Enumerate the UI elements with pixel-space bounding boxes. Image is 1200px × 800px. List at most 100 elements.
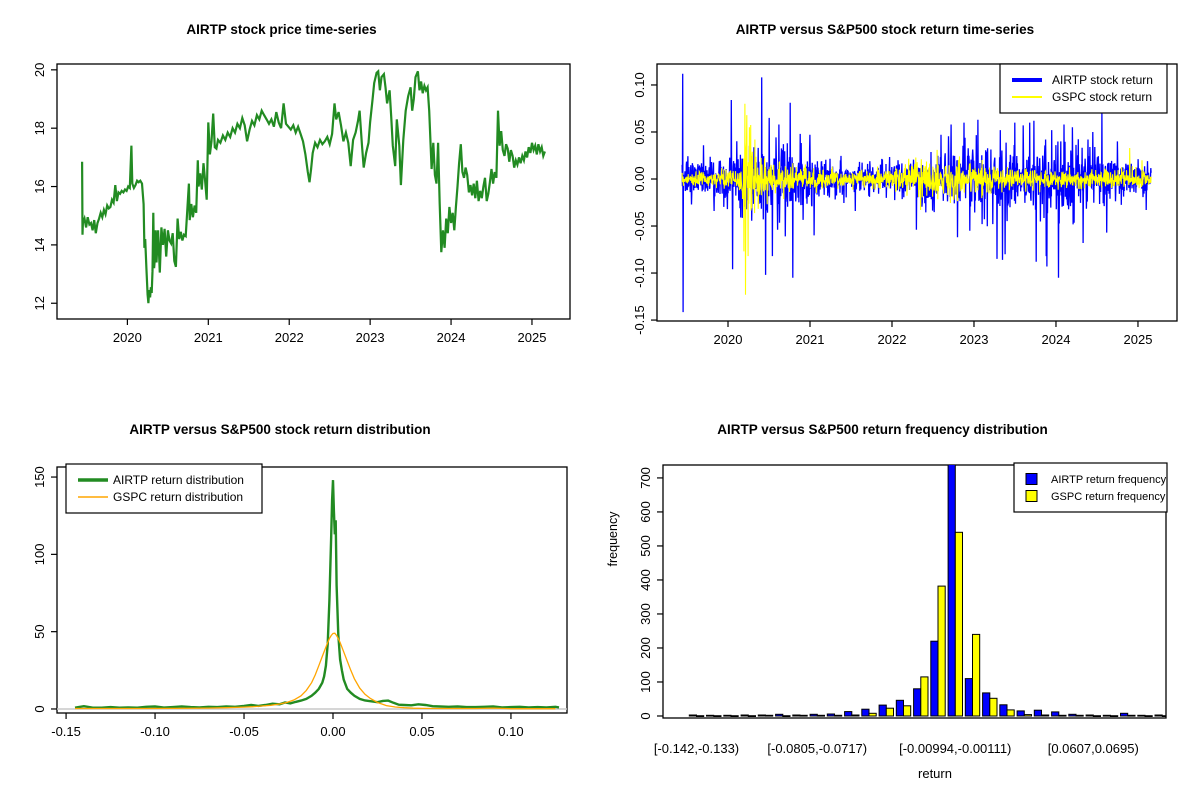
x-tick-label: 2020 <box>113 330 142 345</box>
panel3-title: AIRTP versus S&P500 stock return distrib… <box>129 422 431 437</box>
return-distribution-chart: -0.15 -0.10 -0.05 0.00 0.05 0.10 0 50 100 150 AIRT… <box>32 463 568 739</box>
bar <box>1092 715 1101 718</box>
y-tick-label: 0.10 <box>632 72 647 97</box>
bar <box>1110 715 1119 718</box>
panel4-x-axis-label: return <box>918 766 952 781</box>
x-tick-label: 2022 <box>275 330 304 345</box>
bar <box>740 714 749 717</box>
bar <box>920 676 929 717</box>
x-tick-label: 2020 <box>714 332 743 347</box>
bar <box>913 688 922 717</box>
legend-label: GSPC return frequency <box>1051 491 1166 503</box>
bar <box>792 714 801 717</box>
y-tick-label: 12 <box>32 296 47 310</box>
bar <box>1023 714 1032 717</box>
bar <box>826 713 836 717</box>
bar <box>1144 715 1153 718</box>
legend: AIRTP stock return GSPC stock return <box>999 63 1168 114</box>
bin-label: [-0.00994,-0.00111) <box>899 741 1011 756</box>
bin-label: [-0.142,-0.133) <box>654 741 739 756</box>
plot-box <box>56 63 571 320</box>
bar <box>1137 714 1146 717</box>
legend-label: AIRTP return frequency <box>1051 474 1167 486</box>
series-airtp-stock-return <box>681 73 1152 313</box>
y-tick-label: 0.05 <box>632 119 647 144</box>
bar <box>982 692 991 717</box>
bar <box>868 712 877 717</box>
bar <box>730 715 739 718</box>
y-tick-label: 16 <box>32 179 47 193</box>
bar <box>1075 714 1084 717</box>
y-tick-label: 100 <box>638 671 653 693</box>
y-tick-label: 0 <box>638 712 653 719</box>
bar <box>706 714 715 717</box>
bar <box>885 707 894 717</box>
panel4-title: AIRTP versus S&P500 return frequency dis… <box>717 422 1048 437</box>
bar <box>1051 711 1060 717</box>
return-time-series-chart: 2020 2021 2022 2023 2024 2025 0.10 0.05 0.00 -0.0… <box>632 63 1178 347</box>
legend: AIRTP return frequency GSPC return freque… <box>1013 462 1168 513</box>
bar <box>895 699 904 717</box>
bar <box>1120 712 1129 717</box>
bar <box>1127 714 1136 717</box>
bar <box>757 714 767 717</box>
bar <box>930 640 939 717</box>
x-tick-label: -0.05 <box>229 724 259 739</box>
y-tick-label: 0.00 <box>632 166 647 191</box>
y-tick-label: 150 <box>32 466 47 488</box>
bar <box>947 465 956 717</box>
legend-box-swatch <box>1025 490 1038 502</box>
bar <box>844 711 853 717</box>
bar <box>1006 709 1015 717</box>
x-tick-label: 2023 <box>960 332 989 347</box>
y-tick-label: 700 <box>638 467 653 489</box>
plot-box <box>662 464 1167 719</box>
bar <box>809 713 818 717</box>
bin-label: [0.0607,0.0695) <box>1048 741 1139 756</box>
bar <box>1033 709 1042 717</box>
y-tick-label: 500 <box>638 535 653 557</box>
y-tick-label: 18 <box>32 121 47 135</box>
plot-box <box>56 466 568 714</box>
panel2-title: AIRTP versus S&P500 stock return time-se… <box>735 22 1035 37</box>
bar <box>1058 714 1067 717</box>
bar <box>696 715 705 718</box>
y-tick-label: 100 <box>32 544 47 566</box>
y-tick-label: -0.05 <box>632 211 647 241</box>
y-tick-label: 50 <box>32 624 47 638</box>
bar <box>1068 713 1077 717</box>
y-tick-label: 200 <box>638 637 653 659</box>
bar <box>861 708 870 717</box>
legend-box-swatch <box>1025 473 1038 485</box>
x-tick-label: 2022 <box>878 332 907 347</box>
bar <box>775 713 784 717</box>
plot-box <box>656 63 1178 322</box>
bar <box>878 704 887 717</box>
bar <box>1016 710 1025 717</box>
bar <box>799 714 808 717</box>
bar <box>1041 714 1050 717</box>
bar <box>954 531 963 717</box>
bar <box>1102 714 1111 717</box>
bar <box>723 714 732 717</box>
bar <box>964 678 973 717</box>
x-tick-label: 2023 <box>356 330 385 345</box>
bar <box>782 715 791 718</box>
y-tick-label: 400 <box>638 569 653 591</box>
x-tick-label: 2024 <box>437 330 466 345</box>
legend: AIRTP return distribution GSPC return dis… <box>65 463 263 514</box>
panel4-y-axis-label: frequency <box>606 511 620 567</box>
bar <box>765 714 774 717</box>
bar <box>937 585 946 717</box>
series-airtp-return-distribution <box>74 480 560 709</box>
y-tick-label: 20 <box>32 63 47 77</box>
bar <box>747 715 757 718</box>
y-tick-label: -0.10 <box>632 258 647 288</box>
legend-label: AIRTP return distribution <box>113 473 244 487</box>
x-tick-label: 0.00 <box>320 724 345 739</box>
series-airtp-price <box>81 68 546 304</box>
legend-label: GSPC return distribution <box>113 490 243 504</box>
bar <box>903 705 912 717</box>
x-tick-label: -0.10 <box>140 724 170 739</box>
bar <box>1154 714 1163 717</box>
